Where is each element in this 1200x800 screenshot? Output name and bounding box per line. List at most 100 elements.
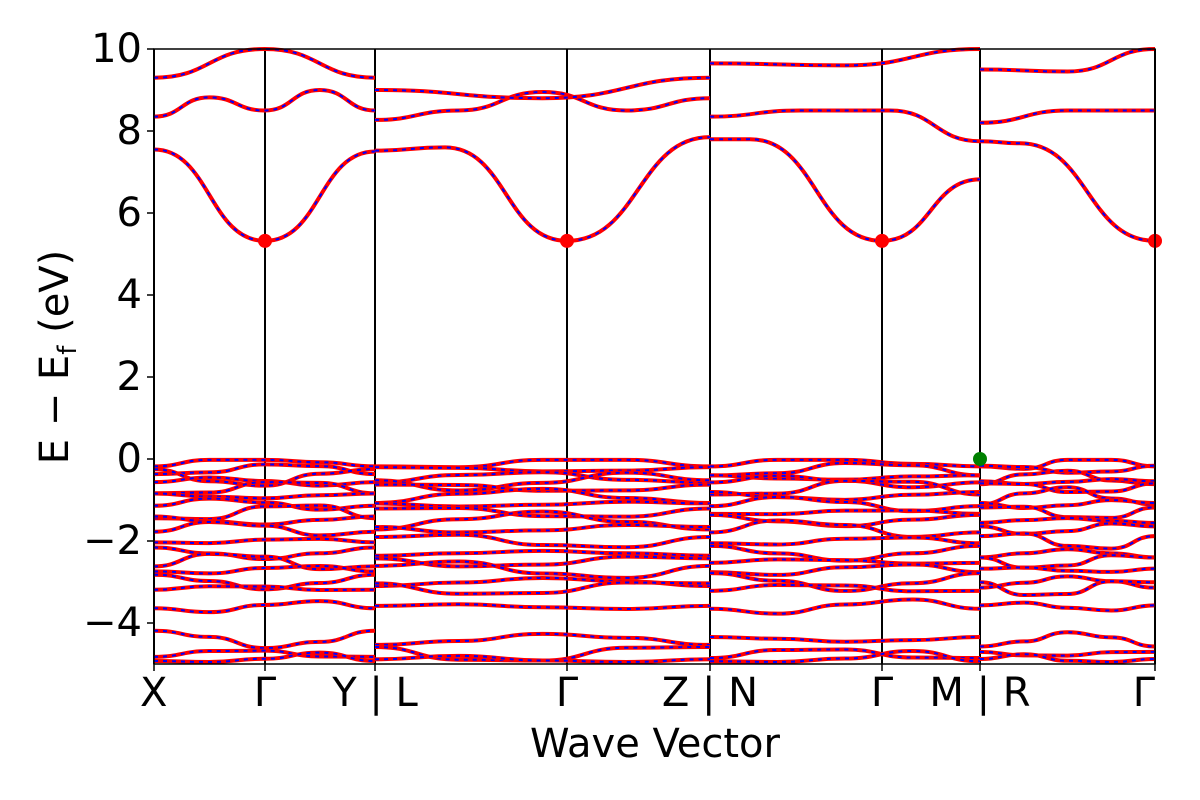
valence-band-17-seg3-dashed [979,631,1156,648]
valence-band-1-seg2-dashed [709,462,981,477]
x-tick-label-2: Y | L [331,670,418,716]
valence-band-11-seg1 [374,548,711,558]
conduction-band-c3-seg2-dashed [709,48,981,67]
valence-band-4-seg2-dashed [709,479,981,496]
valence-band-13-seg0-dashed [153,564,376,575]
valence-band-12-seg2-dashed [709,558,981,565]
y-axis-title-unit: (eV) [32,250,78,333]
axes-layer: 10 8 6 4 2 0 −2 −4 X Γ Y | L Γ Z | N Γ M | R Γ [83,26,1156,716]
valence-band-17-seg3 [979,630,1156,649]
conduction-band-c1-seg3-dashed [979,140,1156,242]
valence-band-19-seg0-dashed [153,651,376,663]
valence-band-1-seg0-dashed [153,463,376,476]
valence-band-19-seg1 [374,653,711,664]
x-tick-label-5: Γ [871,670,894,716]
y-axis-title-subscript: f [53,345,83,355]
valence-band-3-seg1-dashed [374,471,711,492]
valence-band-9-seg1-dashed [374,523,711,534]
valence-band-9-seg1 [374,522,711,535]
valence-band-10-seg3 [979,531,1156,551]
valence-band-10-seg1 [374,532,711,550]
conduction-band-c3-seg3 [979,47,1156,74]
valence-band-12-seg3-dashed [979,554,1156,569]
valence-band-9-seg2 [709,518,981,539]
y-tick-label-5: 0 [117,436,142,482]
valence-band-11-seg0-dashed [153,546,376,561]
y-tick-label-7: −4 [83,600,142,646]
cbm-marker-1 [560,233,574,248]
valence-band-8-seg3 [979,516,1156,525]
valence-band-7-seg3-dashed [979,505,1156,519]
valence-band-13-seg2-dashed [709,563,981,576]
y-axis-title-main: E − E [32,355,78,465]
valence-band-12-seg0-dashed [153,552,376,571]
valence-band-1-seg1-dashed [374,466,711,473]
valence-band-17-seg2-dashed [709,636,981,643]
x-axis-title: Wave Vector [530,721,781,767]
valence-band-5-seg2-dashed [709,490,981,501]
valence-band-6-seg0-dashed [153,497,376,511]
valence-band-16-seg3 [979,600,1156,613]
conduction-band-c3-seg3-dashed [979,48,1156,73]
valence-band-15-seg2-dashed [709,584,981,593]
y-axis-title: E − Ef (eV) [32,250,83,465]
valence-band-13-seg2 [709,562,981,577]
valence-band-14-seg0-dashed [153,573,376,591]
conduction-band-c1-seg1-dashed [374,136,711,242]
valence-band-14-seg2-dashed [709,572,981,592]
valence-band-2-seg1-dashed [374,471,711,484]
plot-frame [153,48,1156,665]
valence-band-13-seg3-dashed [979,566,1156,573]
valence-band-11-seg1-dashed [374,549,711,557]
valence-band-5-seg0-dashed [153,492,376,500]
valence-band-1-seg3-dashed [979,464,1156,474]
valence-band-4-seg1-dashed [374,483,711,492]
conduction-band-c1-seg1 [374,135,711,243]
conduction-band-c1-seg3 [979,139,1156,243]
valence-band-4-seg3-dashed [979,482,1156,494]
y-tick-label-6: −2 [83,518,142,564]
vbm-marker [973,452,987,466]
y-tick-label-1: 8 [117,108,142,154]
conduction-band-c2-seg1-dashed [374,91,711,121]
conduction-band-c3-seg0-dashed [153,47,376,79]
valence-band-10-seg3-dashed [979,532,1156,550]
valence-band-8-seg3-dashed [979,517,1156,524]
valence-band-7-seg1-dashed [374,506,711,518]
y-tick-label-4: 2 [117,354,142,400]
valence-band-0-seg2-dashed [709,458,981,468]
x-tick-label-6: M | R [929,670,1030,716]
valence-band-10-seg0-dashed [153,537,376,545]
conduction-band-c3-seg2 [709,47,981,68]
valence-band-19-seg2-dashed [709,649,981,663]
valence-band-15-seg0-dashed [153,585,376,592]
valence-band-9-seg2-dashed [709,519,981,538]
valence-band-17-seg1 [374,631,711,647]
valence-band-19-seg1-dashed [374,654,711,663]
valence-band-16-seg1 [374,602,711,611]
cbm-marker-2 [875,233,889,248]
x-tick-label-0: X [140,670,167,716]
valence-band-17-seg0-dashed [153,629,376,650]
cbm-marker-0 [258,233,272,248]
valence-band-4-seg0-dashed [153,481,376,495]
valence-band-6-seg1-dashed [374,500,711,508]
y-tick-label-2: 6 [117,190,142,236]
valence-band-7-seg2-dashed [709,509,981,516]
x-tick-label-1: Γ [254,670,277,716]
valence-band-16-seg0-dashed [153,600,376,614]
valence-band-12-seg1-dashed [374,555,711,568]
conduction-band-c1-seg0-dashed [153,148,376,242]
valence-band-17-seg1-dashed [374,632,711,646]
valence-band-13-seg3 [979,565,1156,574]
valence-band-0-seg0-dashed [153,458,376,468]
conduction-band-c2-seg0 [153,87,376,119]
valence-band-9-seg0-dashed [153,520,376,537]
valence-band-18-seg0-dashed [153,649,376,658]
valence-band-15-seg1-dashed [374,581,711,595]
valence-band-5-seg1-dashed [374,487,711,504]
conduction-band-c2-seg2 [709,108,981,144]
valence-band-16-seg1-dashed [374,603,711,610]
y-tick-label-3: 4 [117,272,142,318]
